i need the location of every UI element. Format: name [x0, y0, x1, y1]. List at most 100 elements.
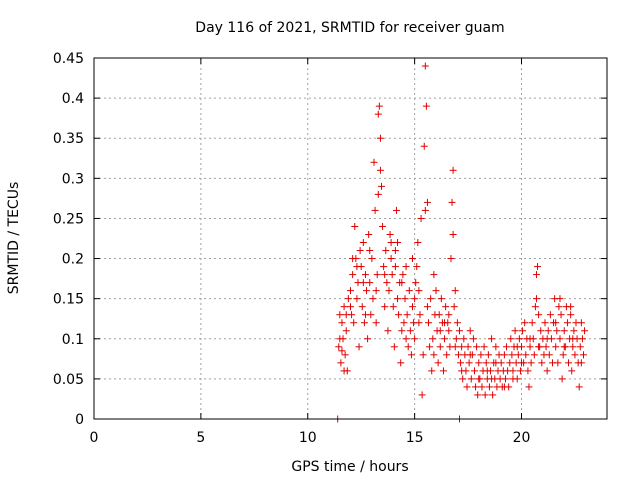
data-point	[552, 319, 560, 327]
data-point	[456, 327, 464, 335]
data-point	[338, 319, 346, 327]
x-axis-label: GPS time / hours	[291, 459, 408, 475]
data-point	[460, 335, 468, 343]
data-point	[559, 351, 567, 359]
data-point	[527, 359, 535, 367]
data-point	[535, 343, 543, 351]
data-point	[411, 295, 419, 303]
data-point	[429, 335, 437, 343]
data-point	[342, 327, 350, 335]
data-point	[537, 327, 545, 335]
x-tick-label: 20	[513, 430, 531, 446]
data-point	[387, 239, 395, 247]
data-point	[447, 255, 455, 263]
data-point	[526, 343, 534, 351]
data-point	[435, 311, 443, 319]
data-point	[391, 247, 399, 255]
data-point	[535, 311, 543, 319]
data-point	[534, 263, 542, 271]
x-tick-label: 0	[90, 430, 99, 446]
data-point	[531, 303, 539, 311]
data-point	[335, 343, 343, 351]
data-point	[577, 359, 585, 367]
data-point	[395, 311, 403, 319]
data-point	[511, 327, 519, 335]
data-point	[519, 327, 527, 335]
data-point	[532, 295, 540, 303]
data-point	[374, 190, 382, 198]
data-point	[443, 351, 451, 359]
data-point	[390, 343, 398, 351]
y-tick-label: 0.35	[53, 131, 84, 147]
data-point	[359, 279, 367, 287]
data-point	[408, 255, 416, 263]
data-point	[361, 271, 369, 279]
data-point	[434, 359, 442, 367]
data-point	[363, 287, 371, 295]
data-point	[379, 222, 387, 230]
data-point	[383, 279, 391, 287]
data-point	[336, 335, 344, 343]
data-point	[543, 367, 551, 375]
data-point	[568, 367, 576, 375]
data-point	[565, 359, 573, 367]
data-point	[544, 327, 552, 335]
data-point	[552, 343, 560, 351]
data-point	[386, 230, 394, 238]
data-point	[485, 383, 493, 391]
data-point	[556, 295, 564, 303]
data-point	[377, 182, 385, 190]
data-point	[381, 303, 389, 311]
data-point	[473, 343, 481, 351]
data-point	[372, 287, 380, 295]
data-point	[394, 295, 402, 303]
data-point	[475, 375, 483, 383]
y-tick-label: 0.15	[53, 292, 84, 308]
data-point	[469, 335, 477, 343]
data-point	[524, 367, 532, 375]
data-point	[340, 303, 348, 311]
data-point	[337, 359, 345, 367]
data-point	[401, 295, 409, 303]
data-point	[426, 343, 434, 351]
y-tick-label: 0.05	[53, 372, 84, 388]
data-point	[376, 166, 384, 174]
data-point	[509, 375, 517, 383]
data-point	[477, 351, 485, 359]
data-point	[545, 351, 553, 359]
data-point	[371, 206, 379, 214]
data-point	[563, 319, 571, 327]
data-point	[484, 351, 492, 359]
data-point	[449, 166, 457, 174]
data-point	[353, 263, 361, 271]
data-point	[570, 327, 578, 335]
data-point	[458, 367, 466, 375]
data-point	[560, 327, 568, 335]
data-point	[412, 279, 420, 287]
data-point	[575, 383, 583, 391]
data-point	[555, 303, 563, 311]
data-point	[560, 343, 568, 351]
data-point	[578, 335, 586, 343]
data-point	[441, 335, 449, 343]
data-point	[478, 383, 486, 391]
data-point	[432, 287, 440, 295]
data-point	[391, 263, 399, 271]
axis-ticks: 0 5 10 15 20 0 0.05 0.1 0.15 0.2 0.25 0.3 0.35 0.4 0.4…	[53, 51, 607, 446]
y-tick-label: 0.25	[53, 211, 84, 227]
data-point	[554, 359, 562, 367]
y-tick-label: 0.4	[62, 91, 84, 107]
data-point	[518, 359, 525, 367]
data-point	[458, 343, 466, 351]
data-point	[445, 327, 453, 335]
data-point	[453, 319, 461, 327]
data-point	[398, 327, 406, 335]
data-point	[437, 295, 445, 303]
data-point	[365, 230, 373, 238]
data-point	[389, 303, 397, 311]
data-point	[419, 351, 427, 359]
data-point	[556, 335, 564, 343]
data-point	[408, 303, 416, 311]
data-point	[349, 271, 357, 279]
